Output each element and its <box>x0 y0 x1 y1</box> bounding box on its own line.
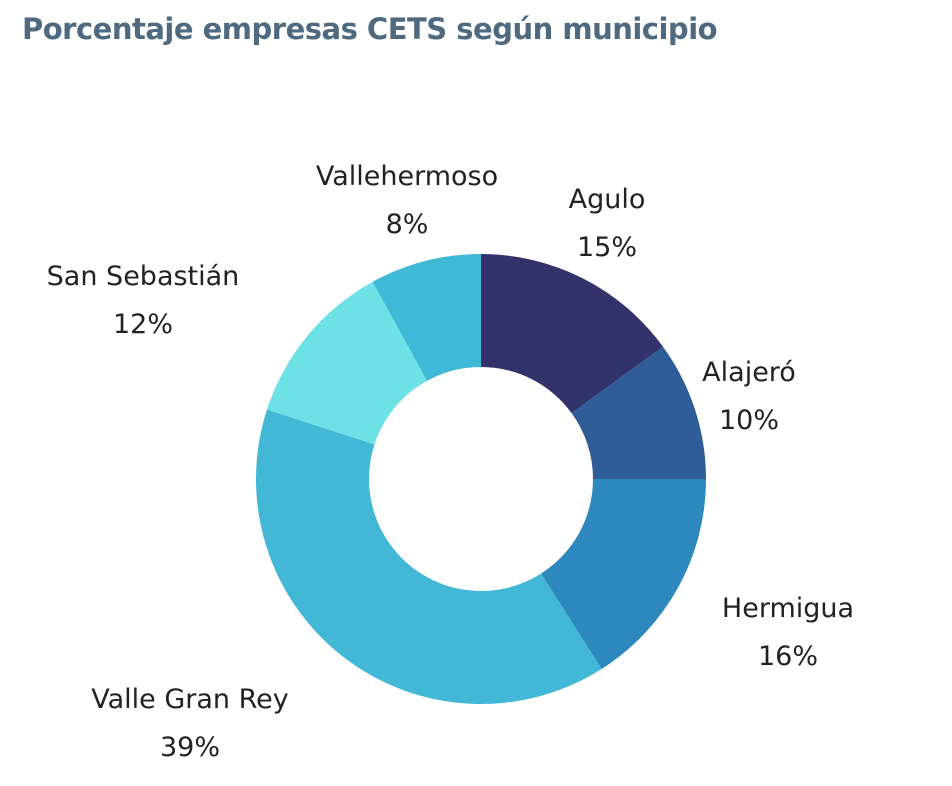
slice-name-agulo: Agulo <box>569 184 646 215</box>
slice-label-agulo: Agulo 15% <box>569 184 646 263</box>
slice-value-san-sebastian: 12% <box>113 309 173 340</box>
labels-group: Agulo 15% Alajeró 10% Hermigua 16% Valle Gran … <box>47 161 854 763</box>
slice-value-alajero: 10% <box>719 405 779 436</box>
slice-value-hermigua: 16% <box>758 641 818 672</box>
slice-alajero <box>571 346 706 479</box>
slice-label-valle-gran-rey: Valle Gran Rey 39% <box>91 684 289 763</box>
slice-value-agulo: 15% <box>577 232 637 263</box>
slice-valle-gran-rey <box>256 409 602 705</box>
slice-name-hermigua: Hermigua <box>722 593 854 624</box>
slice-label-vallehermoso: Vallehermoso 8% <box>316 161 498 240</box>
slice-name-alajero: Alajeró <box>702 357 796 388</box>
chart-title: Porcentaje empresas CETS según municipio <box>22 12 718 46</box>
slice-agulo <box>481 254 664 414</box>
slice-value-valle-gran-rey: 39% <box>160 732 220 763</box>
slice-name-valle-gran-rey: Valle Gran Rey <box>91 684 289 715</box>
slices-group <box>256 254 706 705</box>
slice-name-san-sebastian: San Sebastián <box>47 261 240 292</box>
slice-label-hermigua: Hermigua 16% <box>722 593 854 672</box>
slice-hermigua <box>541 479 706 669</box>
slice-san-sebastian <box>267 281 428 445</box>
slice-value-vallehermoso: 8% <box>386 209 429 240</box>
slice-label-alajero: Alajeró 10% <box>702 357 796 436</box>
slice-vallehermoso <box>372 254 481 381</box>
slice-label-san-sebastian: San Sebastián 12% <box>47 261 240 340</box>
slice-name-vallehermoso: Vallehermoso <box>316 161 498 192</box>
